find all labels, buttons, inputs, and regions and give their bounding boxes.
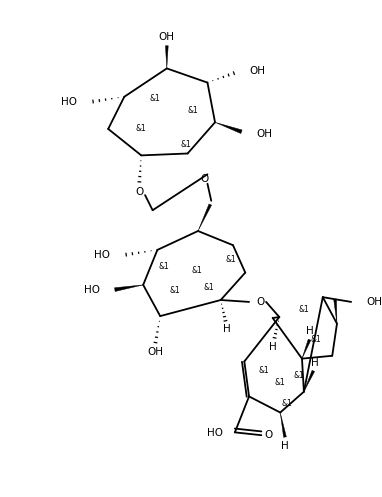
Text: H: H: [306, 326, 313, 336]
Polygon shape: [115, 285, 143, 291]
Text: O: O: [256, 297, 264, 307]
Text: HO: HO: [61, 96, 77, 106]
Text: OH: OH: [249, 66, 265, 76]
Text: H: H: [281, 441, 289, 451]
Text: OH: OH: [366, 297, 382, 307]
Text: &1: &1: [180, 140, 191, 149]
Text: &1: &1: [136, 124, 147, 133]
Text: &1: &1: [298, 305, 309, 314]
Text: &1: &1: [204, 283, 215, 292]
Text: H: H: [269, 342, 277, 352]
Text: OH: OH: [257, 129, 273, 139]
Polygon shape: [215, 122, 242, 134]
Text: HO: HO: [84, 285, 100, 295]
Text: &1: &1: [159, 262, 169, 271]
Text: HO: HO: [207, 428, 223, 438]
Text: O: O: [201, 174, 209, 184]
Text: OH: OH: [147, 347, 163, 357]
Text: &1: &1: [282, 400, 292, 409]
Text: &1: &1: [259, 366, 270, 375]
Text: &1: &1: [149, 94, 160, 103]
Text: O: O: [265, 430, 273, 440]
Polygon shape: [304, 370, 315, 392]
Text: &1: &1: [188, 106, 199, 115]
Text: &1: &1: [192, 266, 202, 275]
Polygon shape: [198, 204, 212, 231]
Text: &1: &1: [169, 286, 180, 295]
Text: &1: &1: [226, 255, 236, 264]
Polygon shape: [302, 339, 311, 359]
Text: OH: OH: [159, 32, 175, 42]
Polygon shape: [280, 413, 286, 437]
Text: O: O: [135, 187, 144, 197]
Text: &1: &1: [294, 371, 304, 380]
Text: HO: HO: [94, 249, 110, 259]
Text: H: H: [311, 358, 319, 368]
Text: H: H: [223, 325, 231, 334]
Polygon shape: [333, 299, 337, 324]
Polygon shape: [165, 46, 168, 69]
Text: &1: &1: [275, 378, 286, 387]
Text: &1: &1: [311, 335, 322, 344]
